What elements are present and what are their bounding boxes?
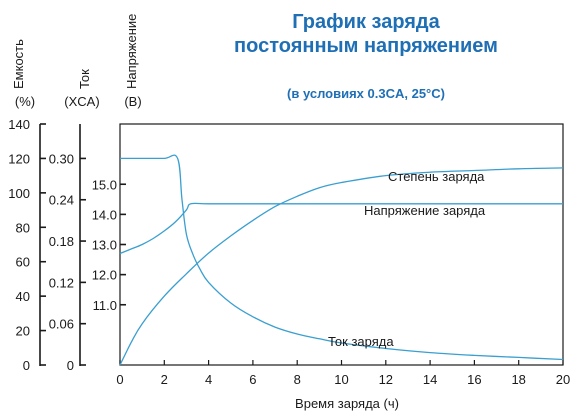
voltage-tick-label: 11.0 [93,298,117,313]
plot-frame [119,123,564,366]
capacity-tick-label: 20 [16,324,30,339]
capacity-tick-label: 100 [8,186,30,201]
voltage-tick-label: 12.0 [92,268,117,283]
capacity-tick-label: 80 [16,220,30,235]
series-line-charge-voltage [119,202,563,255]
voltage-tick-label: 15.0 [92,177,117,192]
capacity-tick-label: 140 [8,117,30,132]
chart-title-line1: График заряда [292,11,440,33]
series-line-charge-current [120,154,564,361]
x-tick-label: 12 [379,372,393,387]
current-tick-label: 0.12 [49,275,74,290]
series-label-charge-level: Степень заряда [388,169,485,184]
current-tick-label: 0.06 [49,317,74,332]
x-tick-label: 18 [511,372,525,387]
voltage-axis-unit: (В) [124,94,141,109]
voltage-tick-label: 14.0 [92,207,117,222]
capacity-tick-label: 40 [16,289,30,304]
capacity-tick-label: 0 [23,358,30,373]
chart-subtitle: (в условиях 0.3CA, 25°C) [287,86,445,101]
x-tick-label: 14 [423,372,437,387]
x-tick-label: 4 [205,372,212,387]
current-tick-label: 0.18 [49,234,74,249]
x-tick-label: 6 [249,372,256,387]
current-tick-label: 0.30 [49,151,74,166]
current-tick-label: 0.24 [49,193,74,208]
x-tick-label: 0 [116,372,123,387]
capacity-axis-title: Емкость [11,39,26,89]
capacity-tick-label: 60 [16,255,30,270]
x-tick-label: 2 [161,372,168,387]
series-line-charge-level [119,167,564,366]
current-tick-label: 0 [67,358,74,373]
current-axis-title: Ток [77,69,92,89]
current-axis-unit: (XCA) [64,94,99,109]
x-tick-label: 8 [294,372,301,387]
chart-title-line2: постоянным напряжением [234,35,498,57]
voltage-tick-label: 13.0 [92,238,117,253]
series-label-charge-voltage: Напряжение заряда [364,203,486,218]
x-tick-label: 10 [334,372,348,387]
voltage-axis-title: Напряжение [124,14,139,89]
x-tick-label: 16 [467,372,481,387]
series-label-charge-current: Ток заряда [328,334,394,349]
x-axis-title: Время заряда (ч) [295,396,399,411]
capacity-axis-unit: (%) [15,94,35,109]
capacity-tick-label: 120 [8,151,30,166]
x-tick-label: 20 [556,372,570,387]
